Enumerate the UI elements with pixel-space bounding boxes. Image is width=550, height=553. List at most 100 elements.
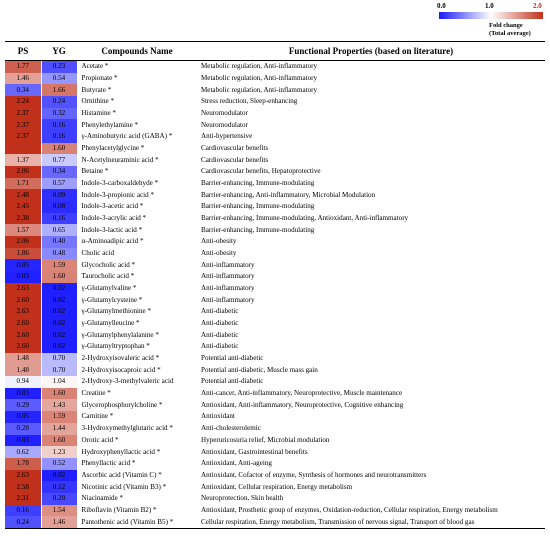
compound-name-cell: Riboflavin (Vitamin B2) * — [81, 505, 157, 514]
table-row: 2.48 0.09 Indole-3-propionic acid * Barrier… — [5, 189, 545, 202]
ps-value-cell: 1.77 — [5, 60, 42, 73]
functional-property-cell: Anti-obesity — [201, 237, 237, 246]
table-row: 0.03 1.60 Orotic acid * Hyperuricosuria rel… — [5, 434, 545, 447]
functional-property-cell: Barrier-enhancing, Immune-modulating — [201, 179, 315, 188]
table-row: 0.94 1.04 2-Hydroxy-3-methylvaleric acid Po… — [5, 376, 545, 388]
compound-name-cell: Indole-3-lactic acid * — [81, 225, 143, 234]
functional-property-cell: Metabolic regulation, Anti-inflammatory — [201, 74, 318, 82]
table-row: 0.03 1.60 Taurocholic acid * Anti-inflammat… — [5, 271, 545, 283]
compounds-table: PS YG Compounds Name Functional Properti… — [5, 41, 545, 529]
functional-property-cell: Neuromodulator — [201, 109, 248, 118]
table-row: 0.29 1.43 Glycerophosphorylcholine * Antiox… — [5, 399, 545, 412]
table-row: 1.86 0.48 Cholic acid Anti-obesity — [5, 247, 545, 260]
functional-property-cell: Anti-diabetic — [201, 330, 239, 339]
legend-caption: Fold change (Total average) — [489, 22, 531, 37]
table-row: 2.37 0.16 Phenylethylamine * Neuromodulator — [5, 119, 545, 132]
ps-value-cell: 2.60 — [5, 317, 42, 330]
ps-value-cell: 2.24 — [5, 96, 42, 108]
compound-name-cell: Orotic acid * — [81, 435, 119, 444]
functional-property-cell: Anti-inflammatory — [201, 295, 255, 304]
yg-value-cell: 0.02 — [41, 341, 78, 353]
table-row: 0.05 1.59 Glycocholic acid * Anti-inflammat… — [5, 259, 545, 272]
table-row: 2.06 0.40 α-Aminoadipic acid * Anti-obesity — [5, 236, 545, 248]
legend-min-label: 0.0 — [437, 2, 446, 10]
ps-value-cell: 2.45 — [5, 201, 42, 213]
functional-property-cell: Anti-cancer, Anti-inflammatory, Neuropro… — [201, 389, 403, 398]
table-row: 2.63 0.02 Ascorbic acid (Vitamin C) * Antio… — [5, 469, 545, 482]
functional-property-cell: Potential anti-diabetic — [201, 354, 264, 363]
functional-property-cell: Barrier-enhancing, Anti-inflammatory, Mi… — [201, 190, 376, 199]
yg-value-cell: 1.04 — [41, 376, 78, 388]
compound-name-cell: Acetate * — [81, 62, 109, 71]
yg-value-cell: 1.23 — [41, 446, 78, 458]
compound-name-cell: Indole-3-acrylic acid * — [81, 214, 147, 223]
yg-value-cell: 1.60 — [41, 142, 78, 155]
table-row: 2.60 0.02 γ-Glutamyltryptophan * Anti-diabe… — [5, 341, 545, 353]
compound-name-cell: γ-Glutamyltryptophan * — [81, 342, 150, 351]
table-body: 1.77 0.23 Acetate * Metabolic regulation, A… — [5, 60, 545, 529]
yg-value-cell: 1.60 — [41, 387, 78, 400]
compound-name-cell: Phenylethylamine * — [81, 120, 139, 129]
yg-value-cell: 1.54 — [41, 504, 78, 517]
yg-value-cell: 0.54 — [41, 72, 78, 85]
ps-value-cell: 2.60 — [5, 341, 42, 353]
ps-value-cell: 1.37 — [5, 154, 42, 167]
ps-value-cell: 2.60 — [5, 329, 42, 342]
table-row: 2.06 0.34 Betaine * Cardiovascular benefits… — [5, 166, 545, 178]
functional-property-cell: Anti-hypertensive — [201, 132, 253, 141]
yg-value-cell: 0.23 — [41, 60, 78, 73]
table-row: 2.45 0.08 Indole-3-acetic acid * Barrier-en… — [5, 201, 545, 213]
compound-name-cell: Histamine * — [81, 109, 116, 118]
functional-property-cell: Anti-obesity — [201, 249, 237, 258]
functional-property-cell: Anti-diabetic — [201, 319, 239, 328]
functional-property-cell: Barrier-enhancing, Immune-modulating, An… — [201, 214, 409, 223]
ps-value-cell: 1.78 — [5, 457, 42, 470]
functional-property-cell: Anti-inflammatory — [201, 284, 255, 293]
ps-value-cell: 1.71 — [5, 177, 42, 190]
yg-value-cell: 1.60 — [41, 434, 78, 447]
compound-name-cell: Indole-3-acetic acid * — [81, 202, 144, 211]
ps-value-cell: 2.58 — [5, 481, 42, 493]
legend-mid-label: 1.0 — [485, 2, 494, 10]
yg-value-cell: 1.60 — [41, 271, 78, 283]
fold-change-legend: 0.0 1.0 2.0 Fold change (Total average) — [435, 2, 547, 42]
ps-value-cell: 2.63 — [5, 469, 42, 482]
ps-value-cell: 2.63 — [5, 282, 42, 295]
yg-value-cell: 0.02 — [41, 317, 78, 330]
table-row: 1.71 0.57 Indole-3-carboxaldehyde * Barrier… — [5, 177, 545, 190]
compound-name-cell: Phenyllactic acid * — [81, 459, 136, 468]
yg-value-cell: 0.48 — [41, 247, 78, 260]
compound-name-cell: Hydroxyphenyllactic acid * — [81, 447, 161, 456]
compound-name-cell: γ-Glutamylphenylalanine * — [81, 330, 159, 339]
yg-value-cell: 1.46 — [41, 516, 78, 529]
table-row: 2.63 0.02 γ-Glutamylvaline * Anti-inflammat… — [5, 282, 545, 295]
ps-value-cell: 2.31 — [5, 492, 42, 505]
compound-name-cell: Glycocholic acid * — [81, 260, 136, 269]
yg-value-cell: 0.24 — [41, 96, 78, 108]
table-row: 2.31 0.20 Niacinamide * Neuroprotection, Sk… — [5, 492, 545, 505]
table-row: 0.05 1.59 Carnitine * Antioxidant — [5, 411, 545, 423]
functional-property-cell: Antioxidant, Anti-inflammatory, Neuropro… — [201, 400, 404, 409]
header-yg: YG — [41, 41, 77, 61]
yg-value-cell: 1.44 — [41, 422, 78, 435]
compound-name-cell: Pantothenic acid (Vitamin B5) * — [77, 516, 197, 529]
table-row: 1.60 Phenylacetylglycine * Cardiovascular … — [5, 142, 545, 155]
yg-value-cell: 1.43 — [41, 399, 78, 412]
table-row: 1.78 0.52 Phenyllactic acid * Antioxidant, … — [5, 457, 545, 470]
header-functional-properties: Functional Properties (based on literatu… — [197, 41, 545, 61]
table-row: 2.24 0.24 Ornithine * Stress reduction, Sle… — [5, 96, 545, 108]
ps-value-cell: 1.86 — [5, 247, 42, 260]
table-row: 2.58 0.12 Nicotinic acid (Vitamin B3) * Ant… — [5, 481, 545, 493]
ps-value-cell: 2.37 — [5, 119, 42, 132]
table-header-row: PS YG Compounds Name Functional Properti… — [5, 41, 545, 61]
functional-property-cell: Barrier-enhancing, Immune-modulating — [201, 225, 315, 234]
table-row: 0.28 1.44 3-Hydroxymethylglutaric acid * An… — [5, 422, 545, 435]
table-row: 0.24 1.46 Pantothenic acid (Vitamin B5) * C… — [5, 516, 545, 529]
ps-value-cell: 0.03 — [5, 434, 42, 447]
functional-property-cell: Neuroprotection, Skin health — [201, 494, 284, 503]
yg-value-cell: 0.70 — [41, 352, 78, 365]
ps-value-cell: 0.34 — [5, 84, 42, 97]
ps-value-cell: 0.29 — [5, 399, 42, 412]
compound-name-cell: γ-Glutamylcysteine * — [81, 295, 143, 304]
ps-value-cell: 1.48 — [5, 352, 42, 365]
